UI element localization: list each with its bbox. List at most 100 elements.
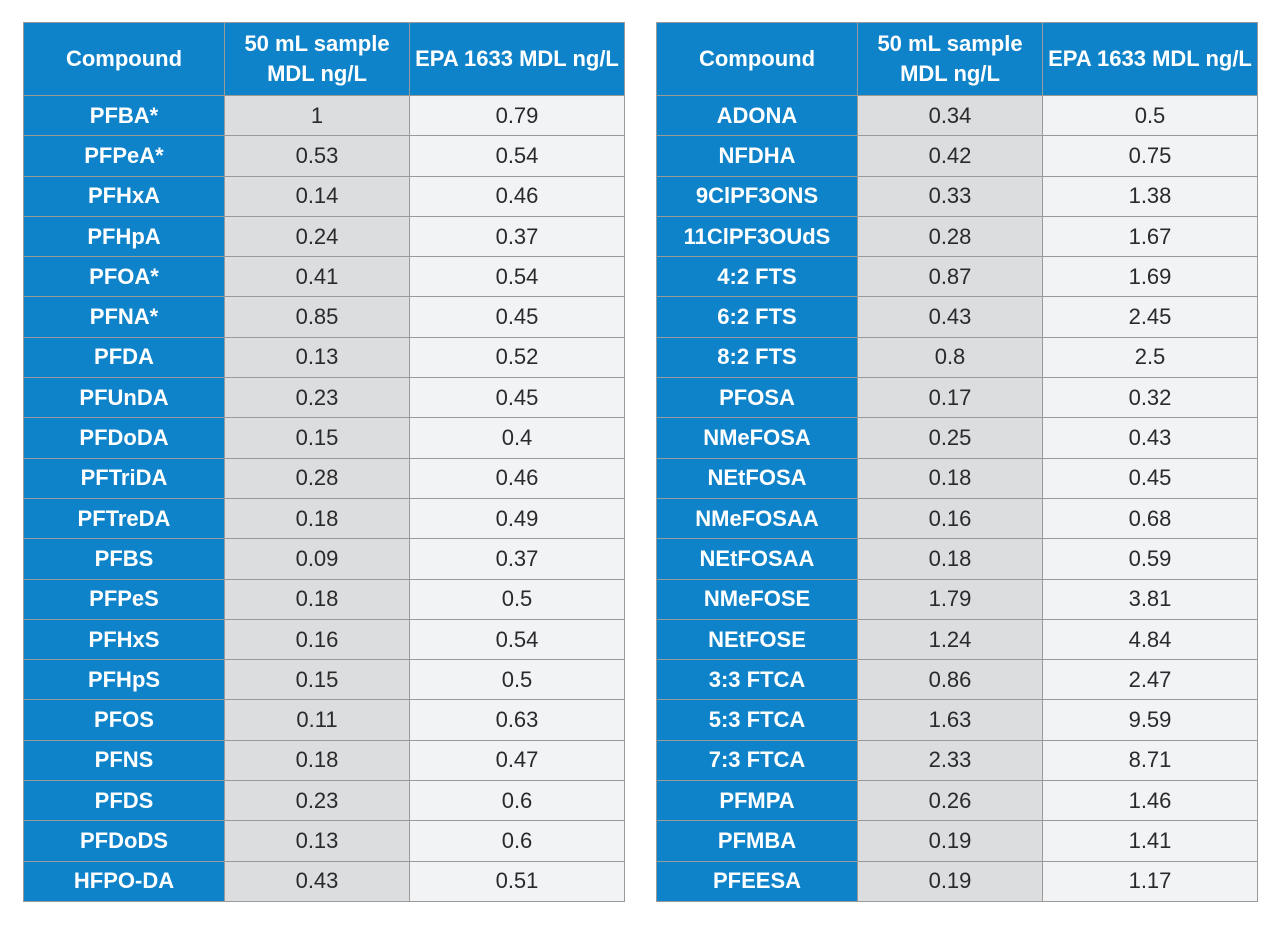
epa-mdl-cell: 0.47 [409,739,625,782]
sample-mdl-cell: 0.26 [857,780,1043,822]
sample-mdl-cell: 0.16 [857,497,1043,540]
sample-mdl-cell: 0.43 [224,860,410,902]
compound-cell: PFHxS [23,618,225,661]
epa-mdl-cell: 0.37 [409,538,625,580]
compound-column-header: Compound [23,22,225,96]
table-row: PFDoDA 0.15 0.4 [23,417,625,459]
compound-cell: 11ClPF3OUdS [656,215,858,258]
sample-mdl-cell: 0.85 [224,296,410,338]
epa-mdl-cell: 0.37 [409,215,625,258]
epa-mdl-cell: 0.54 [409,256,625,298]
compound-cell: PFPeA* [23,135,225,177]
table-row: NMeFOSA 0.25 0.43 [656,417,1258,459]
epa-mdl-cell: 0.32 [1042,377,1258,419]
epa-mdl-cell: 1.69 [1042,256,1258,298]
epa-mdl-cell: 0.5 [1042,94,1258,137]
epa-mdl-cell: 0.4 [409,417,625,459]
compound-cell: PFEESA [656,860,858,902]
compound-cell: PFMBA [656,820,858,862]
compound-cell: PFHpA [23,215,225,258]
epa-mdl-cell: 1.38 [1042,175,1258,217]
table-row: PFTriDA 0.28 0.46 [23,457,625,499]
epa-mdl-cell: 0.46 [409,175,625,217]
epa-mdl-cell: 0.45 [409,377,625,419]
epa-mdl-cell: 0.63 [409,699,625,741]
sample-mdl-cell: 0.24 [224,215,410,258]
epa-mdl-cell: 1.17 [1042,860,1258,902]
table-row: PFHpS 0.15 0.5 [23,659,625,701]
sample-mdl-cell: 0.18 [857,457,1043,499]
sample-mdl-cell: 0.18 [224,497,410,540]
epa-mdl-cell: 0.59 [1042,538,1258,580]
compound-cell: 9ClPF3ONS [656,175,858,217]
epa-mdl-cell: 0.46 [409,457,625,499]
epa-mdl-column-header: EPA 1633 MDL ng/L [1042,22,1258,96]
epa-mdl-cell: 0.75 [1042,135,1258,177]
epa-mdl-cell: 0.52 [409,336,625,379]
table-row: PFOS 0.11 0.63 [23,699,625,741]
table-row: 9ClPF3ONS 0.33 1.38 [656,175,1258,217]
compound-cell: PFHxA [23,175,225,217]
epa-mdl-cell: 0.43 [1042,417,1258,459]
mdl-table-right: Compound 50 mL sample MDL ng/L EPA 1633 … [656,22,1258,902]
compound-cell: PFOA* [23,256,225,298]
sample-mdl-cell: 0.15 [224,417,410,459]
epa-mdl-cell: 2.45 [1042,296,1258,338]
compound-cell: 5:3 FTCA [656,699,858,741]
table-row: 8:2 FTS 0.8 2.5 [656,336,1258,379]
compound-cell: PFTriDA [23,457,225,499]
compound-cell: NEtFOSA [656,457,858,499]
epa-mdl-cell: 0.49 [409,497,625,540]
table-row: PFNS 0.18 0.47 [23,739,625,782]
compound-cell: PFOSA [656,377,858,419]
compound-cell: PFHpS [23,659,225,701]
table-row: PFDoDS 0.13 0.6 [23,820,625,862]
compound-cell: PFMPA [656,780,858,822]
table-row: PFMBA 0.19 1.41 [656,820,1258,862]
sample-mdl-cell: 0.53 [224,135,410,177]
sample-mdl-cell: 2.33 [857,739,1043,782]
epa-mdl-cell: 1.67 [1042,215,1258,258]
sample-mdl-cell: 0.43 [857,296,1043,338]
table-row: PFMPA 0.26 1.46 [656,780,1258,822]
header-row: Compound 50 mL sample MDL ng/L EPA 1633 … [656,22,1258,96]
header-row: Compound 50 mL sample MDL ng/L EPA 1633 … [23,22,625,96]
sample-mdl-cell: 0.11 [224,699,410,741]
epa-mdl-cell: 0.6 [409,780,625,822]
compound-cell: 7:3 FTCA [656,739,858,782]
compound-cell: 4:2 FTS [656,256,858,298]
compound-cell: PFNS [23,739,225,782]
sample-mdl-cell: 0.25 [857,417,1043,459]
table-row: PFBS 0.09 0.37 [23,538,625,580]
table-row: PFUnDA 0.23 0.45 [23,377,625,419]
sample-mdl-cell: 1.79 [857,578,1043,620]
compound-cell: PFUnDA [23,377,225,419]
compound-column-header: Compound [656,22,858,96]
table-row: PFDA 0.13 0.52 [23,336,625,379]
sample-mdl-cell: 0.13 [224,336,410,379]
left-table-body: PFBA* 1 0.79 PFPeA* 0.53 0.54 PFHxA 0.14 0.46 PFH… [23,94,625,902]
table-row: PFHxA 0.14 0.46 [23,175,625,217]
compound-cell: PFBA* [23,94,225,137]
table-row: PFDS 0.23 0.6 [23,780,625,822]
table-row: PFOA* 0.41 0.54 [23,256,625,298]
epa-mdl-cell: 0.6 [409,820,625,862]
table-row: PFTreDA 0.18 0.49 [23,497,625,540]
epa-mdl-cell: 2.5 [1042,336,1258,379]
compound-cell: PFNA* [23,296,225,338]
compound-cell: PFDoDA [23,417,225,459]
epa-mdl-cell: 0.45 [409,296,625,338]
sample-mdl-cell: 0.86 [857,659,1043,701]
table-row: PFBA* 1 0.79 [23,94,625,137]
table-row: PFHpA 0.24 0.37 [23,215,625,258]
table-row: NFDHA 0.42 0.75 [656,135,1258,177]
epa-mdl-cell: 1.41 [1042,820,1258,862]
table-row: PFPeA* 0.53 0.54 [23,135,625,177]
sample-mdl-cell: 0.23 [224,780,410,822]
epa-mdl-cell: 0.5 [409,578,625,620]
table-row: HFPO-DA 0.43 0.51 [23,860,625,902]
table-row: ADONA 0.34 0.5 [656,94,1258,137]
table-row: PFPeS 0.18 0.5 [23,578,625,620]
epa-mdl-cell: 9.59 [1042,699,1258,741]
mdl-table-left: Compound 50 mL sample MDL ng/L EPA 1633 … [23,22,625,902]
